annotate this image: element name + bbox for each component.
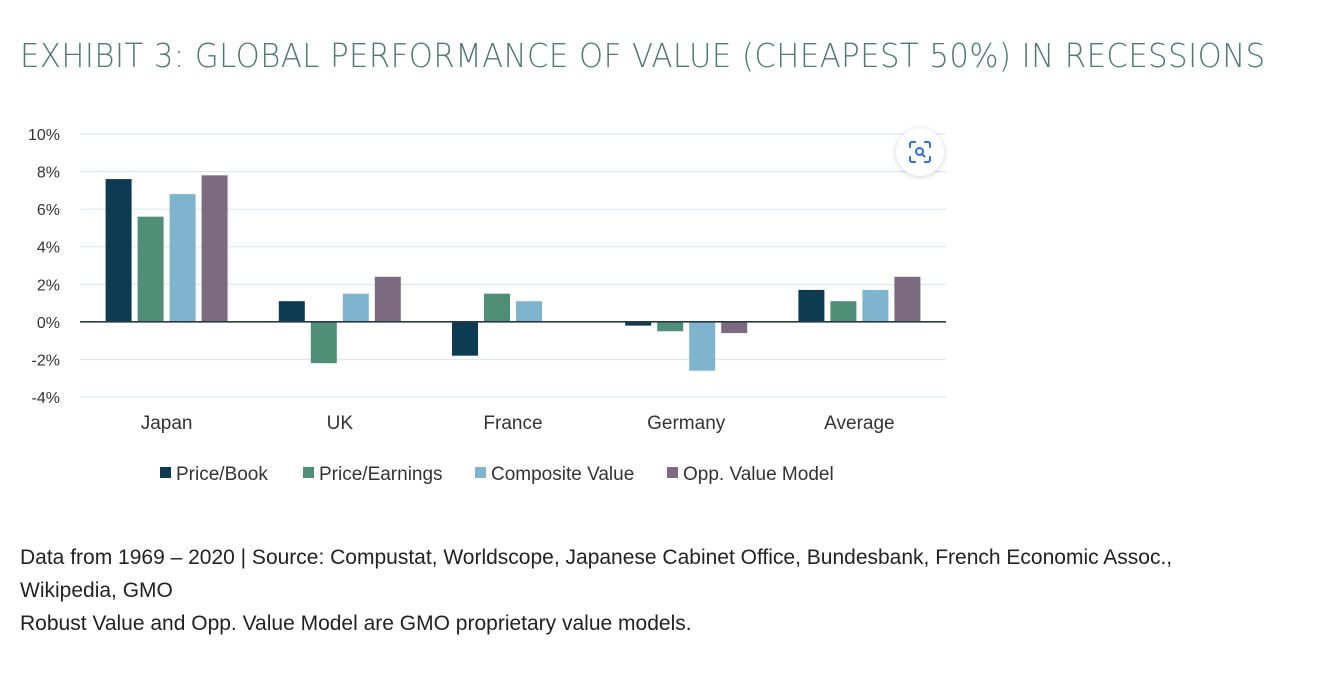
legend-item: Opp. Value Model [667,464,834,485]
x-axis-categories: Japan UK France Germany Average [141,413,895,434]
y-tick-label: 8% [37,165,60,182]
bar-price-book-japan [105,179,132,322]
x-category-label: Average [824,413,894,434]
bar-opp-value-model-japan [201,175,228,322]
y-tick-label: -2% [32,352,60,369]
y-tick-label: 4% [37,240,60,257]
bar-price-earnings-france [484,293,510,322]
legend-label: Price/Earnings [319,464,443,485]
legend-swatch [160,467,171,478]
legend-item: Price/Earnings [303,464,443,485]
bar-composite-value-uk [342,293,369,322]
legend-item: Composite Value [475,464,634,485]
bar-price-earnings-japan [137,216,164,322]
bar-composite-value-japan [169,194,196,322]
legend-label: Opp. Value Model [683,464,834,485]
chart-title: EXHIBIT 3: GLOBAL PERFORMANCE OF VALUE (… [20,36,1266,75]
scan-search-icon[interactable] [896,128,944,176]
bar-composite-value-average [862,289,889,322]
y-tick-label: 2% [37,277,60,294]
y-tick-label: 0% [37,315,60,332]
bar-price-book-average [798,289,825,322]
legend-swatch [303,467,314,478]
legend-label: Composite Value [491,464,634,485]
y-axis-ticks: 10% 8% 6% 4% 2% 0% -2% -4% [28,127,60,407]
models-note: Robust Value and Opp. Value Model are GM… [20,612,692,635]
bar-price-earnings-germany [657,321,684,332]
y-tick-label: 10% [28,127,60,144]
bar-chart: 10% 8% 6% 4% 2% 0% -2% -4% Japan UK France Germany… [28,127,946,485]
bar-opp-value-model-average [894,276,921,322]
legend-label: Price/Book [176,464,268,485]
bar-composite-value-france [516,301,542,322]
x-category-label: UK [327,413,354,434]
bar-opp-value-model-uk [374,276,401,322]
legend-swatch [475,467,486,478]
legend-swatch [667,467,678,478]
chart-footnote: Data from 1969 – 2020 | Source: Compusta… [20,541,1320,640]
bar-price-earnings-average [830,301,857,322]
source-line-continued: Wikipedia, GMO [20,579,173,602]
x-category-label: Japan [141,413,193,434]
x-category-label: France [483,413,542,434]
bar-price-earnings-uk [310,321,337,364]
bar-price-book-france [452,321,478,356]
y-tick-label: -4% [32,390,60,407]
bar-price-book-germany [625,321,652,326]
source-line: Data from 1969 – 2020 | Source: Compusta… [20,546,1173,569]
bar-opp-value-model-germany [721,321,748,334]
y-tick-label: 6% [37,202,60,219]
chart-area: 10% 8% 6% 4% 2% 0% -2% -4% Japan UK France Germany… [0,110,980,500]
legend: Price/Book Price/Earnings Composite Value O… [160,464,834,485]
bars [105,175,921,371]
bar-composite-value-germany [689,321,716,371]
legend-item: Price/Book [160,464,268,485]
bar-price-book-uk [278,301,305,322]
x-category-label: Germany [647,413,726,434]
